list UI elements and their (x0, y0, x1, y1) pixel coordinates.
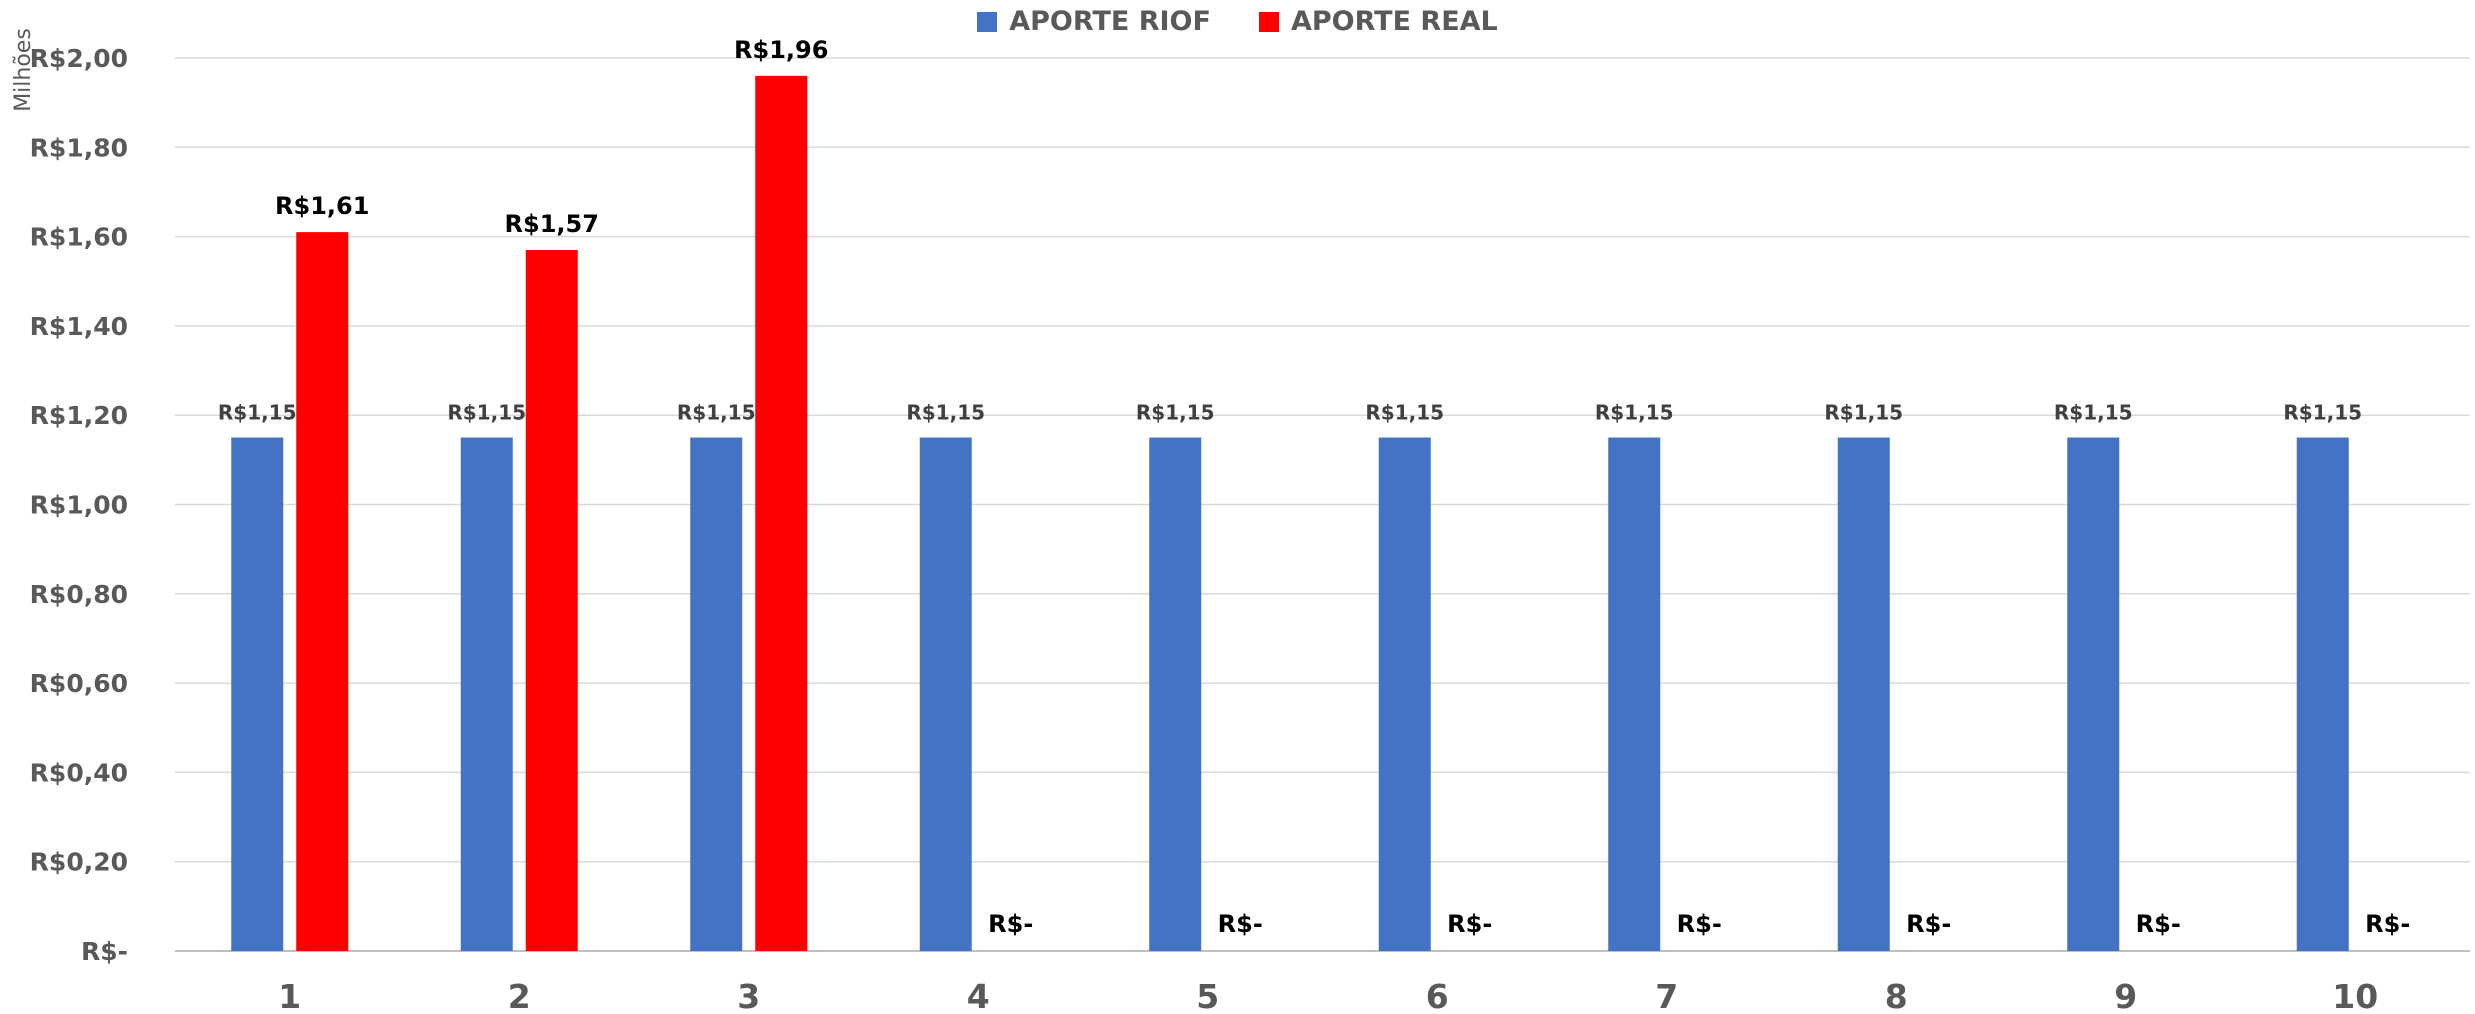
legend-swatch-aporte-real (1258, 11, 1279, 32)
data-label-aporte-riof: R$1,15 (1365, 401, 1444, 425)
bar-aporte-riof (1378, 437, 1431, 951)
chart-legend: APORTE RIOF APORTE REAL (0, 6, 2475, 37)
data-label-aporte-real: R$- (2365, 910, 2410, 938)
data-label-aporte-riof: R$1,15 (1136, 401, 1215, 425)
bar-aporte-riof (2067, 437, 2120, 951)
data-label-aporte-real: R$1,57 (505, 210, 599, 238)
x-tick-label: 2 (508, 977, 531, 1014)
y-axis: R$- R$0,20 R$0,40 R$0,60 R$0,80 R$1,00 R$1,20 R… (30, 44, 128, 966)
legend-label-aporte-riof: APORTE RIOF (1009, 6, 1211, 37)
data-label-aporte-real: R$- (988, 910, 1033, 938)
bar-aporte-riof (1608, 437, 1661, 951)
y-tick-label: R$1,80 (30, 133, 128, 162)
legend-label-aporte-real: APORTE REAL (1290, 6, 1498, 37)
bar-aporte-riof (1837, 437, 1890, 951)
data-label-aporte-riof: R$1,15 (447, 401, 526, 425)
x-tick-label: 7 (1655, 977, 1678, 1014)
data-label-aporte-riof: R$1,15 (218, 401, 297, 425)
y-tick-label: R$- (81, 937, 128, 966)
bar-aporte-riof (231, 437, 284, 951)
y-tick-label: R$1,60 (30, 223, 128, 252)
y-tick-label: R$0,20 (30, 848, 128, 877)
y-tick-label: R$0,60 (30, 669, 128, 698)
data-label-aporte-real: R$- (1218, 910, 1263, 938)
bar-aporte-real (296, 232, 349, 951)
x-axis: 1 2 3 4 5 6 7 8 9 10 (278, 977, 2378, 1014)
data-label-aporte-riof: R$1,15 (906, 401, 985, 425)
x-tick-label: 8 (1885, 977, 1908, 1014)
y-tick-label: R$1,40 (30, 312, 128, 341)
data-label-aporte-real: R$- (1447, 910, 1492, 938)
bars (231, 75, 2349, 952)
bar-aporte-riof (919, 437, 972, 951)
data-label-aporte-riof: R$1,15 (1595, 401, 1674, 425)
bar-aporte-real (525, 249, 578, 951)
legend-item-aporte-real: APORTE REAL (1258, 6, 1498, 37)
y-tick-label: R$0,40 (30, 758, 128, 787)
gridlines (175, 57, 2470, 952)
x-tick-label: 4 (967, 977, 990, 1014)
data-label-aporte-real: R$1,61 (275, 192, 369, 220)
data-label-aporte-real: R$- (2136, 910, 2181, 938)
x-tick-label: 5 (1196, 977, 1219, 1014)
data-label-aporte-real: R$1,96 (734, 36, 828, 64)
x-tick-label: 10 (2332, 977, 2378, 1014)
bar-aporte-riof (690, 437, 743, 951)
data-label-aporte-riof: R$1,15 (2054, 401, 2133, 425)
y-tick-label: R$2,00 (30, 44, 128, 73)
data-label-aporte-riof: R$1,15 (1824, 401, 1903, 425)
x-tick-label: 1 (278, 977, 301, 1014)
x-tick-label: 3 (737, 977, 760, 1014)
bar-aporte-real (755, 75, 808, 952)
data-labels: R$1,15 R$1,61 R$1,15 R$1,57 R$1,15 R$1,96 R$1,… (218, 36, 2410, 938)
legend-item-aporte-riof: APORTE RIOF (977, 6, 1211, 37)
bar-aporte-riof (2296, 437, 2349, 951)
legend-swatch-aporte-riof (977, 11, 998, 32)
y-tick-label: R$1,00 (30, 491, 128, 520)
data-label-aporte-riof: R$1,15 (677, 401, 756, 425)
y-axis-label: Milhões (11, 28, 36, 112)
bar-aporte-riof (460, 437, 513, 951)
y-tick-label: R$1,20 (30, 401, 128, 430)
data-label-aporte-riof: R$1,15 (2283, 401, 2362, 425)
data-label-aporte-real: R$- (1906, 910, 1951, 938)
x-tick-label: 6 (1426, 977, 1449, 1014)
bar-aporte-riof (1149, 437, 1202, 951)
x-tick-label: 9 (2114, 977, 2137, 1014)
y-tick-label: R$0,80 (30, 580, 128, 609)
data-label-aporte-real: R$- (1677, 910, 1722, 938)
